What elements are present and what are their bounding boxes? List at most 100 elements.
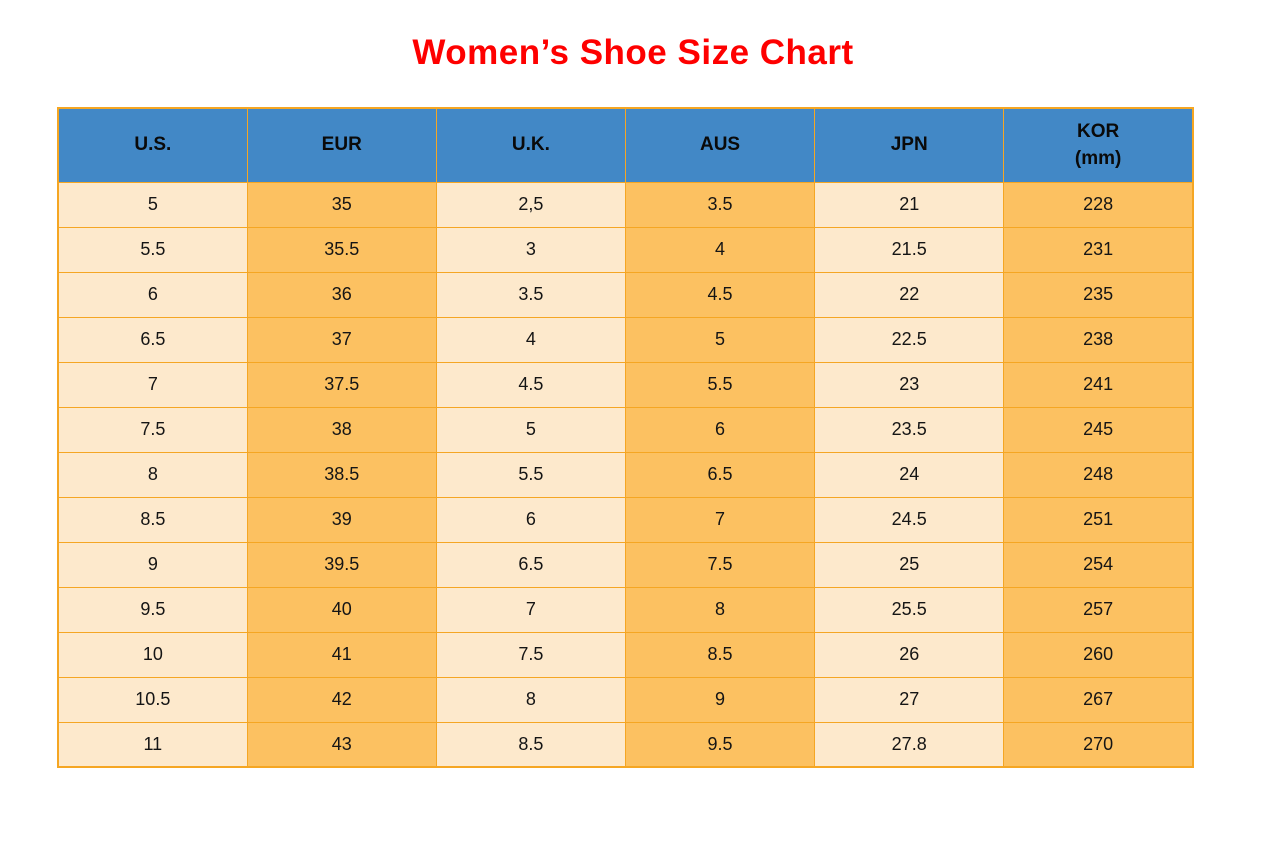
table-cell: 5.5 [624,361,816,408]
table-row: 7.5 38 5 6 23.5 245 [57,406,1194,453]
table-cell: 5 [57,181,248,228]
table-cell: 3.5 [624,181,816,228]
column-header-label: AUS [699,134,741,156]
table-cell: 35 [246,181,437,228]
table-cell: 35.5 [246,226,437,273]
table-cell: 270 [1003,721,1194,768]
table-cell: 4.5 [624,271,816,318]
table-cell: 22 [814,271,1005,318]
table-cell: 10.5 [57,676,248,723]
table-cell: 26 [814,631,1005,678]
table-cell: 5.5 [435,451,626,498]
table-cell: 3 [435,226,626,273]
table-cell: 235 [1003,271,1194,318]
table-cell: 8.5 [435,721,626,768]
table-cell: 9.5 [624,721,816,768]
table-cell: 37 [246,316,437,363]
table-cell: 267 [1003,676,1194,723]
table-row: 11 43 8.5 9.5 27.8 270 [57,721,1194,768]
table-cell: 6 [624,406,816,453]
table-cell: 42 [246,676,437,723]
table-cell: 254 [1003,541,1194,588]
table-cell: 25.5 [814,586,1005,633]
table-row: 10.5 42 8 9 27 267 [57,676,1194,723]
table-cell: 251 [1003,496,1194,543]
table-cell: 245 [1003,406,1194,453]
table-cell: 2,5 [435,181,626,228]
column-header-label: KOR [1077,120,1120,142]
column-header-u-k: U.K. [435,107,626,183]
table-cell: 5 [624,316,816,363]
table-row: 8 38.5 5.5 6.5 24 248 [57,451,1194,498]
table-cell: 8 [57,451,248,498]
column-header-aus: AUS [624,107,816,183]
table-body: 5 35 2,5 3.5 21 228 5.5 35.5 3 4 21.5 231 6 36 3.5 4.5 2… [57,181,1194,768]
table-cell: 6 [57,271,248,318]
table-cell: 38.5 [246,451,437,498]
table-cell: 6.5 [57,316,248,363]
table-cell: 25 [814,541,1005,588]
table-cell: 8.5 [57,496,248,543]
table-row: 5 35 2,5 3.5 21 228 [57,181,1194,228]
table-cell: 6 [435,496,626,543]
column-header-eur: EUR [246,107,437,183]
header-row: U.S. EUR U.K. AUS JPN KOR (mm) [57,107,1194,183]
table-cell: 5.5 [57,226,248,273]
table-cell: 7.5 [57,406,248,453]
table-cell: 6.5 [435,541,626,588]
table-cell: 27 [814,676,1005,723]
column-header-label: (mm) [1074,148,1122,170]
table-cell: 8 [435,676,626,723]
column-header-label: U.K. [511,134,550,156]
column-header-kor-mm: KOR (mm) [1003,107,1194,183]
table-row: 9 39.5 6.5 7.5 25 254 [57,541,1194,588]
table-cell: 9.5 [57,586,248,633]
table-row: 9.5 40 7 8 25.5 257 [57,586,1194,633]
table-cell: 27.8 [814,721,1005,768]
table-cell: 7 [624,496,816,543]
table-cell: 238 [1003,316,1194,363]
column-header-label: U.S. [134,134,172,156]
table-cell: 231 [1003,226,1194,273]
column-header-u-s: U.S. [57,107,248,183]
table-cell: 8 [624,586,816,633]
table-cell: 9 [57,541,248,588]
table-cell: 248 [1003,451,1194,498]
table-cell: 4 [435,316,626,363]
table-cell: 7 [435,586,626,633]
page-title: Women’s Shoe Size Chart [412,33,854,72]
table-cell: 228 [1003,181,1194,228]
table-cell: 9 [624,676,816,723]
table-row: 5.5 35.5 3 4 21.5 231 [57,226,1194,273]
table-cell: 43 [246,721,437,768]
table-row: 10 41 7.5 8.5 26 260 [57,631,1194,678]
table-cell: 36 [246,271,437,318]
table-cell: 23.5 [814,406,1005,453]
column-header-label: EUR [321,134,362,156]
table-row: 8.5 39 6 7 24.5 251 [57,496,1194,543]
table-cell: 39.5 [246,541,437,588]
column-header-jpn: JPN [814,107,1005,183]
table-cell: 10 [57,631,248,678]
table-cell: 21 [814,181,1005,228]
table-row: 6 36 3.5 4.5 22 235 [57,271,1194,318]
table-header: U.S. EUR U.K. AUS JPN KOR (mm) [57,107,1194,183]
table-cell: 41 [246,631,437,678]
size-chart-table: U.S. EUR U.K. AUS JPN KOR (mm) 5 35 2,5 3.5 21 228 5… [57,107,1194,768]
table-cell: 24.5 [814,496,1005,543]
table-cell: 7 [57,361,248,408]
table-cell: 4 [624,226,816,273]
table-cell: 6.5 [624,451,816,498]
table-row: 6.5 37 4 5 22.5 238 [57,316,1194,363]
table-cell: 21.5 [814,226,1005,273]
table-cell: 38 [246,406,437,453]
table-cell: 40 [246,586,437,633]
table-cell: 7.5 [624,541,816,588]
table-cell: 8.5 [624,631,816,678]
table-row: 7 37.5 4.5 5.5 23 241 [57,361,1194,408]
column-header-label: JPN [890,134,928,156]
table-cell: 39 [246,496,437,543]
table-cell: 260 [1003,631,1194,678]
table-cell: 4.5 [435,361,626,408]
table-cell: 7.5 [435,631,626,678]
